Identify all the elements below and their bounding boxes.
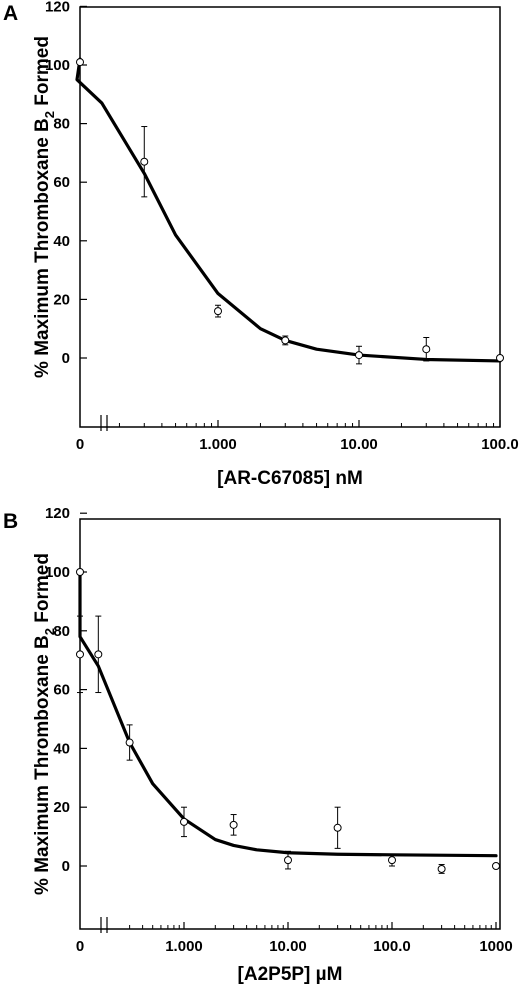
data-point (281, 336, 290, 345)
y-tick-label: 60 (53, 682, 70, 699)
y-tick-label: 40 (53, 740, 70, 757)
x-tick-label: 10.00 (269, 938, 307, 955)
y-tick-label: 100 (45, 564, 70, 581)
data-point (422, 345, 431, 354)
panel-a-frame (79, 6, 501, 428)
y-tick-label: 40 (53, 233, 70, 250)
y-tick-label: 100 (45, 57, 70, 74)
y-tick-label: 80 (53, 116, 70, 133)
y-tick-label: 0 (62, 858, 70, 875)
y-tick-label: 0 (62, 350, 70, 367)
x-tick-label: 1000 (479, 938, 512, 955)
x-tick-label: 1.000 (165, 938, 203, 955)
data-point (355, 351, 363, 360)
data-point (125, 738, 134, 747)
panel-b-ylabel: % Maximum Thromboxane B2 Formed (32, 553, 57, 895)
panel-b: B % Maximum Thromboxane B2 Formed [A2P5P… (3, 505, 513, 985)
panel-a-letter: A (3, 2, 18, 25)
panel-b-frame (79, 518, 501, 930)
data-point (180, 817, 188, 826)
panel-b-marks: 0 20 40 60 80 100 120 0 1.000 10.00 100.0 1000 (45, 505, 513, 955)
data-point (76, 650, 84, 659)
panel-a-marks: 0 20 40 60 80 100 120 0 1.000 10.00 100.0 (45, 0, 519, 453)
data-point (437, 864, 446, 873)
data-point (284, 856, 292, 865)
y-tick-label: 120 (45, 505, 70, 522)
data-point (388, 856, 396, 865)
panel-a-xlabel: [AR-C67085] nM (217, 468, 363, 489)
y-tick-label: 120 (45, 0, 70, 15)
data-point (229, 820, 238, 829)
data-point (76, 568, 84, 576)
fit-curve (78, 570, 498, 858)
data-point (94, 650, 103, 659)
x-tick-label: 100.0 (373, 938, 411, 955)
y-tick-label: 20 (53, 799, 70, 816)
data-point (140, 157, 149, 166)
x-tick-label: 100.0 (481, 436, 519, 453)
data-point (492, 862, 500, 870)
y-tick-label: 20 (53, 291, 70, 308)
y-tick-label: 80 (53, 623, 70, 640)
data-point (214, 307, 222, 316)
y-tick-label: 60 (53, 174, 70, 191)
data-point (496, 354, 504, 362)
data-point (76, 58, 84, 67)
x-tick-label: 1.000 (199, 436, 237, 453)
x-tick-label: 0 (76, 938, 84, 955)
panel-a: A % Maximum Thromboxane B2 Formed [AR-C6… (3, 0, 519, 489)
x-tick-label: 10.00 (340, 436, 378, 453)
data-point (333, 823, 342, 832)
panel-b-letter: B (3, 510, 18, 533)
panel-a-ylabel: % Maximum Thromboxane B2 Formed (32, 36, 57, 378)
x-tick-label: 0 (76, 436, 84, 453)
panel-b-xlabel: [A2P5P] µM (238, 964, 343, 985)
fit-curve (75, 57, 502, 363)
